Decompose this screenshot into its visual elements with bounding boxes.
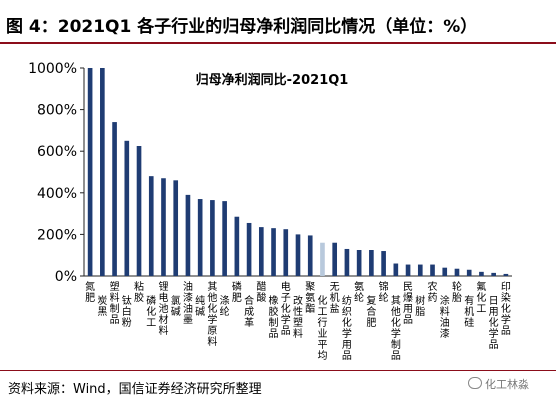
x-tick-label: 氮肥 [85, 280, 95, 304]
bar [454, 268, 460, 276]
x-tick-label: 树脂 [415, 294, 425, 318]
bar [271, 228, 276, 276]
x-tick-label: 其他化学制品 [391, 295, 401, 362]
bar [344, 248, 350, 276]
title-rule [0, 42, 556, 44]
x-tick-label: 复合肥 [366, 294, 376, 329]
x-tick-label: 橡胶制品 [269, 294, 279, 340]
x-tick-label: 农药 [428, 280, 438, 304]
bar [222, 201, 227, 276]
x-tick-label: 纺织化学用品 [342, 294, 352, 362]
bar [234, 216, 240, 276]
bar [332, 242, 338, 276]
y-tick-label: 0% [55, 269, 77, 285]
bar [136, 146, 142, 276]
bar [466, 269, 472, 276]
x-tick-label: 涤纶 [220, 294, 230, 318]
bar [148, 176, 154, 276]
bar [112, 122, 117, 276]
bar [258, 227, 264, 276]
watermark-text: 化工林淼 [485, 378, 529, 391]
x-tick-label: 油漆油墨 [183, 280, 193, 326]
bar [197, 199, 203, 276]
bar [173, 180, 179, 276]
y-tick-label: 1000% [28, 61, 77, 77]
x-tick-label: 氯碱 [171, 294, 181, 318]
bar [356, 250, 362, 276]
bar [100, 68, 105, 276]
bar [491, 272, 496, 276]
x-tick-label: 纯碱 [195, 294, 205, 318]
bar [295, 234, 301, 276]
x-tick-label: 氨纶 [354, 280, 364, 304]
x-tick-label: 涂料油漆 [440, 294, 450, 340]
source-rule [0, 370, 556, 371]
bar [442, 267, 448, 276]
x-tick-label: 磷化工 [146, 294, 156, 329]
bar [503, 273, 509, 276]
wechat-icon [468, 377, 482, 389]
x-tick-label: 塑料制品 [110, 281, 120, 326]
bar [161, 178, 166, 276]
x-tick-label: 其他化学原料 [207, 281, 217, 348]
x-tick-label: 粘胶 [134, 280, 144, 304]
bar [124, 140, 130, 276]
x-tick-label: 日用化学品 [489, 296, 499, 351]
x-tick-label: 印染化学品 [501, 281, 511, 337]
bar [320, 242, 325, 276]
x-tick-label: 锂电池材料 [158, 281, 168, 337]
bar [307, 235, 313, 276]
x-tick-label: 炭黑 [97, 295, 107, 318]
bar-chart: 0% 200% 400% 600% 800% 1000% 归母净利润同比-2021Q1 氮肥炭… [28, 61, 512, 362]
x-tick-label: 轮胎 [452, 280, 462, 304]
bar [246, 222, 252, 276]
y-tick-label: 800% [37, 103, 77, 119]
x-tick-label: 无机盐 [330, 282, 340, 315]
bar [405, 264, 411, 276]
bar [430, 264, 435, 276]
x-tick-label: 氟化工 [476, 280, 486, 315]
bar [381, 251, 386, 276]
bar [417, 264, 423, 276]
bar [210, 200, 215, 276]
x-tick-label: 电子化学品 [281, 280, 291, 337]
x-tick-label: 化工行业平均 [317, 294, 327, 362]
x-tick-label: 聚氨酯 [305, 281, 315, 315]
bar [185, 194, 191, 276]
bar [369, 250, 374, 276]
x-tick-label: 有机硅 [464, 294, 474, 329]
figure-title: 图 4：2021Q1 各子行业的归母净利润同比情况（单位：%） [6, 17, 478, 37]
bar [283, 229, 289, 276]
x-tick-label: 锦纶 [379, 280, 389, 304]
x-tick-label: 钛白粉 [122, 295, 132, 329]
x-tick-label: 醋酸 [256, 280, 266, 304]
y-tick-label: 600% [37, 144, 77, 160]
chart-title: 归母净利润同比-2021Q1 [196, 72, 349, 88]
x-tick-label: 民爆用品 [403, 281, 413, 326]
y-tick-label: 200% [37, 227, 77, 243]
bar [87, 68, 93, 276]
y-tick-label: 400% [37, 186, 77, 202]
source-note: 资料来源：Wind，国信证券经济研究所整理 [8, 382, 262, 397]
x-tick-label: 改性塑料 [293, 294, 303, 340]
x-tick-label: 磷肥 [232, 280, 242, 304]
bar [479, 271, 484, 276]
watermark: 化工林淼 [468, 376, 529, 392]
x-tick-label: 合成革 [244, 294, 254, 329]
bar [393, 263, 399, 276]
